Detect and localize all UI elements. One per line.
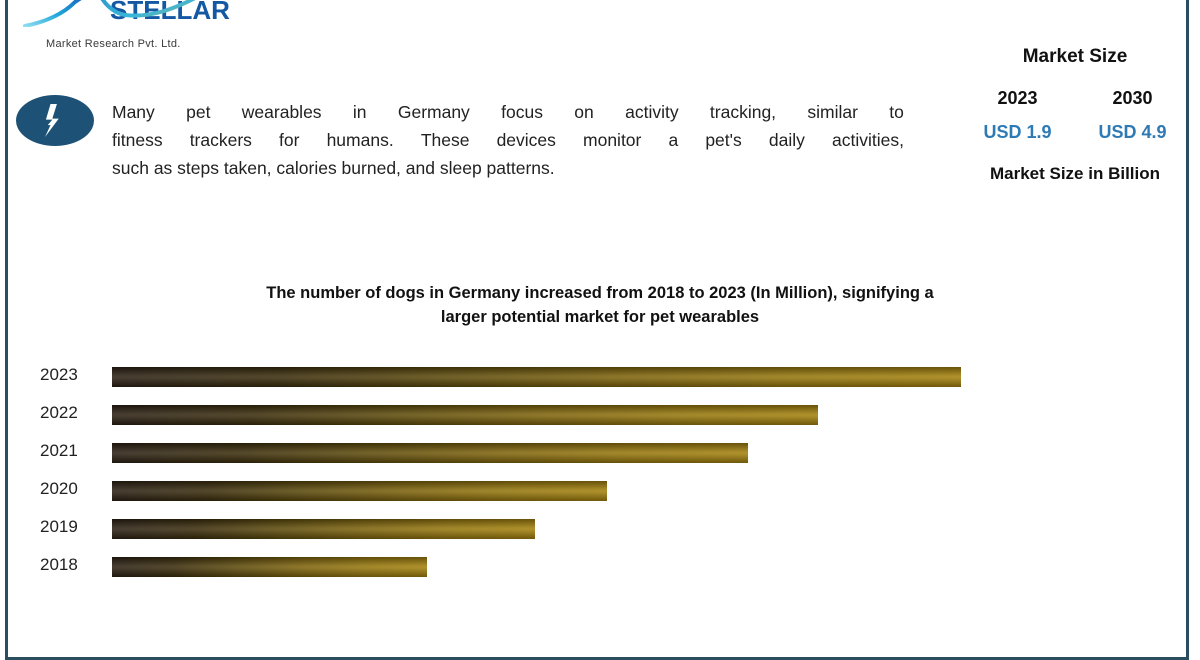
svg-text:STELLAR: STELLAR xyxy=(110,0,230,25)
